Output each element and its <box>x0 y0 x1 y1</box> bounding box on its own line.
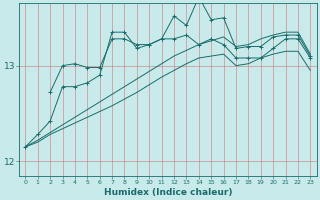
X-axis label: Humidex (Indice chaleur): Humidex (Indice chaleur) <box>104 188 232 197</box>
